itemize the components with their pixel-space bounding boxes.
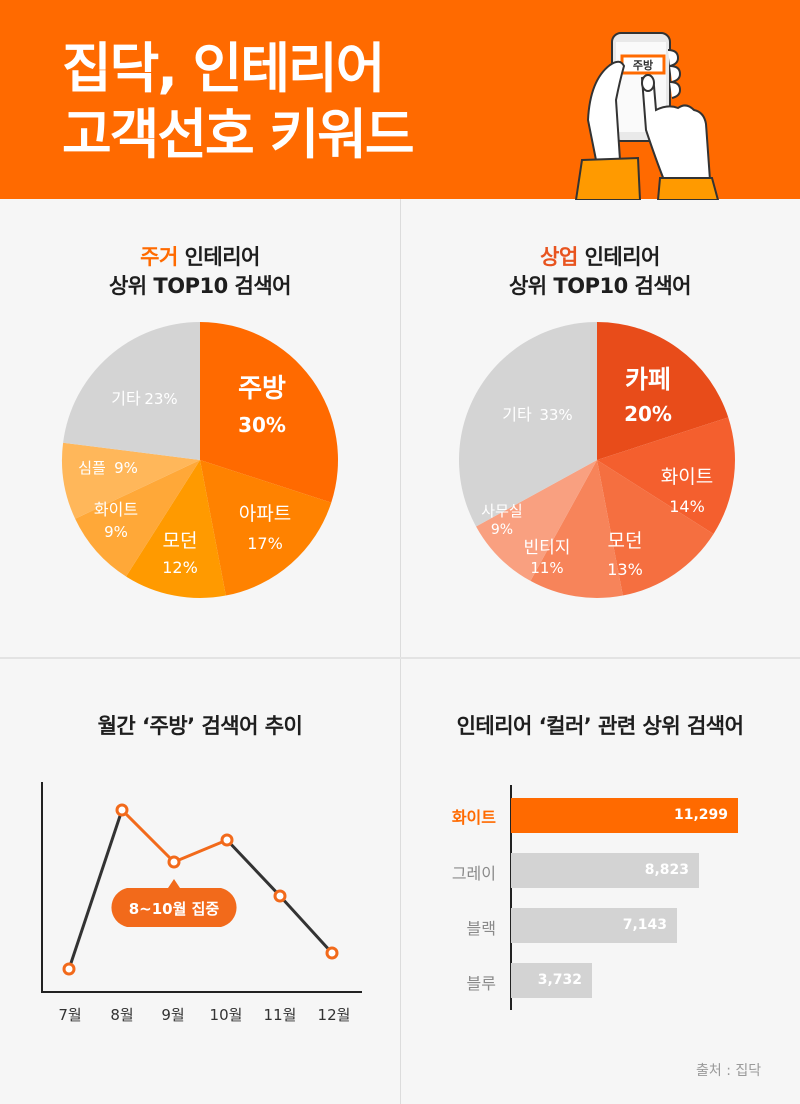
horizontal-divider — [0, 657, 800, 659]
pie-slice-simple — [62, 442, 201, 519]
commercial-title-line2: 상위 TOP10 검색어 — [508, 274, 692, 298]
kitchen-trend-line-chart: 8~10월 집중 7월 8월 9월 10월 11월 12월 — [41, 782, 362, 1024]
svg-text:사무실: 사무실 — [481, 502, 522, 520]
pie-slice-vintage — [530, 460, 623, 599]
hands-phone-illustration: 주방 — [574, 32, 720, 200]
bar-label-black: 블랙 — [466, 919, 496, 938]
line-segment-dark — [67, 809, 124, 970]
svg-text:30%: 30% — [238, 413, 286, 437]
header-banner: 집닥, 인테리어 고객선호 키워드 주방 — [0, 0, 800, 200]
svg-text:카페: 카페 — [625, 365, 671, 394]
bar-white: 11,299 — [511, 798, 738, 833]
bar-gray: 8,823 — [511, 853, 699, 888]
pie-slice-modern — [597, 460, 714, 596]
residential-title-accent: 주거 — [140, 245, 178, 269]
bar-black: 7,143 — [511, 908, 677, 943]
vertical-divider — [400, 199, 401, 1104]
bar-value-black: 7,143 — [622, 917, 667, 933]
svg-text:화이트: 화이트 — [94, 500, 138, 519]
residential-title-line2: 상위 TOP10 검색어 — [108, 274, 292, 298]
svg-text:10월: 10월 — [210, 1006, 243, 1024]
svg-text:11월: 11월 — [264, 1006, 297, 1024]
bar-blue: 3,732 — [511, 963, 592, 998]
commercial-pie-chart: 카페 카페 20% 화이트 14% 모던 13% 빈티지 11% 사무실 9% … — [458, 322, 735, 599]
trend-title: 월간 ‘주방’ 검색어 추이 — [97, 714, 303, 738]
svg-text:33%: 33% — [539, 406, 572, 424]
svg-text:9%: 9% — [491, 522, 513, 538]
callout-bubble — [111, 879, 237, 927]
page-title-line2: 고객선호 키워드 — [62, 103, 415, 166]
svg-text:9%: 9% — [114, 459, 138, 477]
svg-text:17%: 17% — [247, 534, 283, 553]
svg-text:아파트: 아파트 — [239, 503, 291, 525]
bar-axis — [510, 785, 512, 1010]
pie-slice-white — [75, 460, 200, 577]
data-point — [115, 803, 129, 817]
callout-text: 8~10월 집중 — [129, 900, 220, 918]
residential-pie-chart: 주방 30% 아파트 17% 모던 12% 화이트 9% 심플 9% 기타 23… — [62, 322, 339, 599]
bar-value-white: 11,299 — [673, 807, 728, 823]
pie-slice-cafe — [597, 322, 729, 460]
svg-text:13%: 13% — [607, 560, 643, 579]
line-segment-highlight — [120, 808, 228, 864]
data-point — [325, 946, 339, 960]
page-title-line1: 집닥, 인테리어 — [62, 37, 385, 100]
pie-slice-kitchen — [200, 322, 339, 503]
pie-slice-apartment — [200, 460, 332, 596]
pie-slice-other — [458, 322, 597, 527]
svg-text:심플: 심플 — [78, 459, 106, 477]
svg-text:화이트: 화이트 — [661, 466, 713, 488]
data-point — [167, 855, 181, 869]
svg-text:20%: 20% — [624, 402, 672, 426]
svg-text:23%: 23% — [144, 390, 177, 408]
svg-text:모던: 모던 — [163, 530, 198, 552]
commercial-section-title: 상업 인테리어 상위 TOP10 검색어 — [400, 243, 800, 301]
bar-label-blue: 블루 — [466, 974, 496, 993]
bar-label-white: 화이트 — [451, 808, 496, 827]
color-keywords-title: 인테리어 ‘컬러’ 관련 상위 검색어 — [456, 714, 744, 738]
svg-text:9%: 9% — [104, 523, 128, 541]
pie-slice-white — [597, 417, 735, 534]
pie-slice-office — [476, 460, 597, 581]
svg-text:기타: 기타 — [111, 389, 141, 408]
svg-text:11%: 11% — [530, 559, 563, 577]
pie-slice-other — [63, 322, 201, 460]
residential-section-title: 주거 인테리어 상위 TOP10 검색어 — [0, 243, 400, 301]
svg-text:기타: 기타 — [502, 405, 532, 424]
bar-label-gray: 그레이 — [451, 864, 496, 883]
svg-text:14%: 14% — [669, 497, 705, 516]
residential-title-rest: 인테리어 — [177, 245, 261, 269]
data-point — [220, 833, 234, 847]
svg-text:7월: 7월 — [58, 1006, 81, 1024]
svg-text:주방: 주방 — [238, 374, 286, 404]
bar-value-blue: 3,732 — [537, 972, 582, 988]
svg-text:빈티지: 빈티지 — [524, 538, 571, 558]
phone-search-text: 주방 — [633, 58, 653, 72]
data-point — [62, 962, 76, 976]
commercial-title-accent: 상업 — [540, 245, 578, 269]
svg-text:8월: 8월 — [110, 1006, 133, 1024]
svg-text:9월: 9월 — [161, 1006, 184, 1024]
svg-text:12월: 12월 — [318, 1006, 351, 1024]
commercial-title-rest: 인테리어 — [577, 245, 661, 269]
pie-slice-modern — [126, 460, 226, 599]
data-point — [273, 889, 287, 903]
source-credit: 출처 : 집닥 — [696, 1063, 762, 1079]
svg-text:모던: 모던 — [608, 530, 643, 552]
svg-text:12%: 12% — [162, 558, 198, 577]
bar-value-gray: 8,823 — [644, 862, 689, 878]
